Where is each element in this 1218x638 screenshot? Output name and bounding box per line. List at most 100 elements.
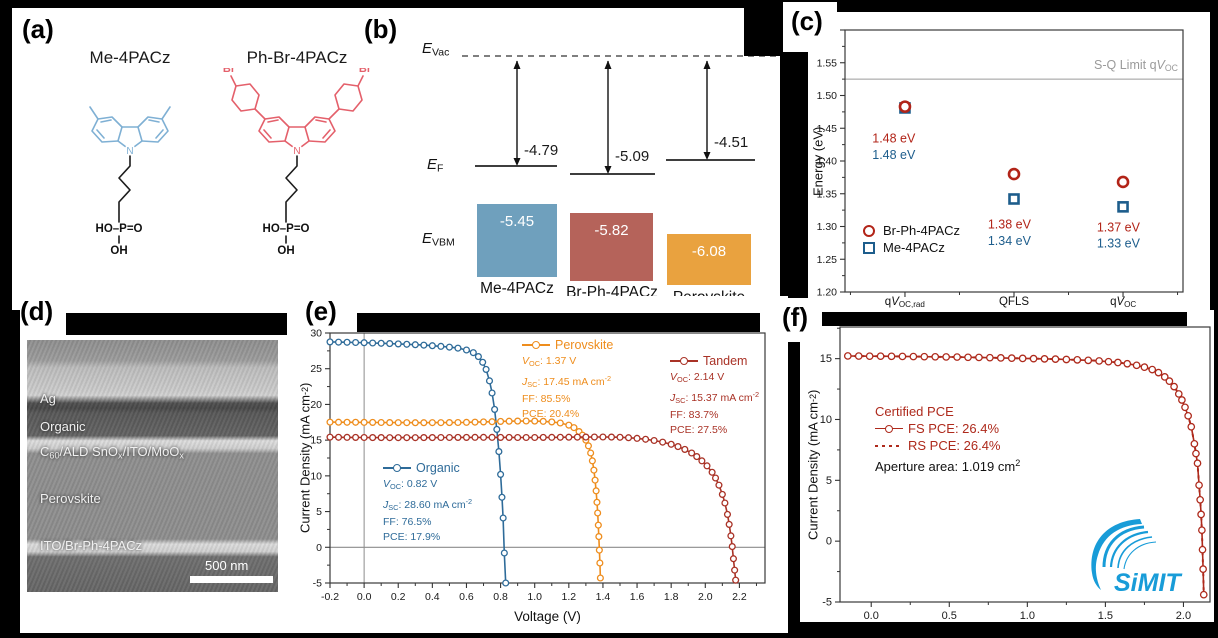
- svg-text:10: 10: [820, 414, 832, 426]
- svg-text:30: 30: [310, 328, 322, 340]
- rs-row: RS PCE: 26.4%: [875, 437, 1020, 454]
- evbm-box-brph4pacz: -5.82: [570, 213, 653, 281]
- dotted-line-marker: [875, 441, 903, 450]
- fs-row: FS PCE: 26.4%: [875, 420, 1020, 437]
- svg-text:20: 20: [310, 399, 322, 411]
- panel-f: Current Density (mA cm -2) 0.0 0.5 1.0 1.5 2.…: [800, 310, 1214, 622]
- svg-text:1.33 eV: 1.33 eV: [1097, 236, 1141, 250]
- scalebar: [190, 576, 273, 583]
- evbm-box-me4pacz: -5.45: [477, 204, 557, 277]
- svg-text:10: 10: [310, 470, 322, 482]
- svg-text:1.40: 1.40: [817, 156, 838, 168]
- pce-line: PCE: 17.9%: [383, 530, 441, 543]
- evac-label: EVac: [422, 40, 450, 59]
- c-legend: Br-Ph-4PACz Me-4PACz: [863, 222, 960, 256]
- svg-text:1.45: 1.45: [817, 123, 838, 135]
- f-legend: Certified PCE FS PCE: 26.4% RS PCE: 26.4…: [875, 403, 1020, 476]
- molecule-structures: N HO–P=O OH Br Br N HO–P=O OH: [89, 68, 372, 257]
- legend-title: Perovskite: [555, 338, 614, 352]
- phosphonic-top-label: HO–P=O: [96, 223, 143, 235]
- svg-text:1.0: 1.0: [527, 591, 542, 603]
- molecule-2-name: Ph-Br-4PACz: [246, 48, 348, 67]
- line-circle-marker: [383, 464, 411, 473]
- line-circle-marker: [522, 341, 550, 350]
- divider-bar: [744, 8, 784, 56]
- panel-label-b: (b): [364, 14, 398, 44]
- svg-text:0: 0: [826, 536, 832, 548]
- svg-text:0.5: 0.5: [942, 610, 957, 622]
- sem-layer-perovskite: Perovskite: [40, 491, 101, 506]
- svg-text:15: 15: [310, 435, 322, 447]
- line-circle-marker: [670, 357, 698, 366]
- legend-header: Perovskite: [522, 338, 613, 352]
- evbm-label: EVBM: [422, 230, 455, 249]
- pce-line: PCE: 27.5%: [670, 423, 728, 436]
- svg-text:15: 15: [820, 353, 832, 365]
- rs-label: RS PCE: 26.4%: [908, 438, 1001, 453]
- svg-text:0: 0: [316, 542, 322, 554]
- svg-text:5: 5: [826, 475, 832, 487]
- legend-item-me4pacz: Me-4PACz: [863, 239, 960, 256]
- svg-text:1.2: 1.2: [562, 591, 577, 603]
- sem-layer-organic: Organic: [40, 419, 86, 434]
- svg-text:1.48 eV: 1.48 eV: [872, 148, 916, 162]
- svg-text:1.48 eV: 1.48 eV: [872, 132, 916, 146]
- svg-text:-5: -5: [313, 578, 322, 590]
- svg-text:0.8: 0.8: [493, 591, 508, 603]
- pce-line: PCE: 20.4%: [522, 407, 580, 420]
- nitrogen-label: N: [126, 146, 133, 157]
- svg-text:-0.2: -0.2: [321, 591, 339, 603]
- panel-label-f: (f): [782, 302, 808, 332]
- c-y-axis-label: Energy (eV): [810, 126, 826, 196]
- evbm-value: -5.45: [499, 213, 535, 230]
- phosphonic-top-label: HO–P=O: [263, 223, 310, 235]
- e-y-axis-label: Current Density (mA cm -2): [297, 382, 313, 534]
- svg-text:1.20: 1.20: [817, 287, 838, 299]
- e-legend-tandem: Tandem VOC: 2.14 V JSC: 15.37 mA cm-2 FF…: [670, 354, 759, 438]
- simit-logo: SiMIT: [1091, 519, 1183, 597]
- e-legend-perovskite: Perovskite VOC: 1.37 V JSC: 17.45 mA cm-…: [522, 338, 613, 422]
- svg-text:1.0: 1.0: [1020, 610, 1035, 622]
- svg-text:5: 5: [316, 506, 322, 518]
- panel-label-e: (e): [305, 296, 337, 326]
- ff-line: FF: 85.5%: [522, 392, 571, 405]
- svg-text:0.4: 0.4: [425, 591, 440, 603]
- svg-text:1.35: 1.35: [817, 188, 838, 200]
- panel-de: (d) Ag Organic C60/ALD SnOx/ITO/MoOx Per…: [20, 296, 788, 633]
- scalebar-text: 500 nm: [205, 558, 249, 573]
- phosphonic-oh-label: OH: [277, 245, 294, 257]
- panel-c-label-patch: (c): [783, 2, 837, 52]
- svg-text:1.4: 1.4: [596, 591, 611, 603]
- e-x-axis-label: Voltage (V): [514, 609, 581, 624]
- panel-f-label-patch: (f): [778, 298, 818, 342]
- legend-header: Organic: [383, 461, 472, 475]
- svg-text:1.30: 1.30: [817, 221, 838, 233]
- box-label-me4pacz: Me-4PACz: [480, 280, 554, 297]
- voc-line: VOC: 2.14 V: [670, 371, 725, 384]
- f-y-axis-label: Current Density (mA cm -2): [805, 389, 821, 540]
- c-x-tick-labels: qVOC,rad QFLS qVOC: [845, 296, 1183, 310]
- jsc-line: JSC: 17.45 mA cm-2: [522, 373, 612, 389]
- ph-br-4pacz-structure: Br Br N HO–P=O OH: [223, 68, 372, 257]
- certified-pce-title: Certified PCE: [875, 404, 954, 419]
- redaction-bar-e: [357, 313, 760, 332]
- svg-text:1.8: 1.8: [664, 591, 679, 603]
- ff-line: FF: 76.5%: [383, 515, 432, 528]
- panel-label-c: (c): [791, 6, 823, 36]
- c-tick-qvoc: qVOC: [1110, 296, 1137, 309]
- sq-limit-label: S-Q Limit qVOC: [1094, 58, 1178, 74]
- legend-title: Tandem: [703, 354, 748, 368]
- voc-line: VOC: 0.82 V: [383, 478, 438, 491]
- phosphonic-oh-label: OH: [110, 245, 127, 257]
- simit-logo-text: SiMIT: [1114, 569, 1183, 597]
- ef-label: EF: [427, 156, 444, 175]
- svg-text:1.5: 1.5: [1098, 610, 1113, 622]
- sem-cross-section-image: Ag Organic C60/ALD SnOx/ITO/MoOx Perovsk…: [27, 340, 278, 592]
- sem-layer-ag: Ag: [40, 391, 56, 406]
- evbm-box-perovskite: -6.08: [667, 234, 751, 285]
- nitrogen-label: N: [293, 146, 300, 157]
- workfunction-3: -4.51: [714, 134, 749, 151]
- svg-text:1.6: 1.6: [630, 591, 645, 603]
- legend-label: Me-4PACz: [883, 240, 945, 255]
- c-tick-qvocrad: qVOC,rad: [884, 296, 925, 309]
